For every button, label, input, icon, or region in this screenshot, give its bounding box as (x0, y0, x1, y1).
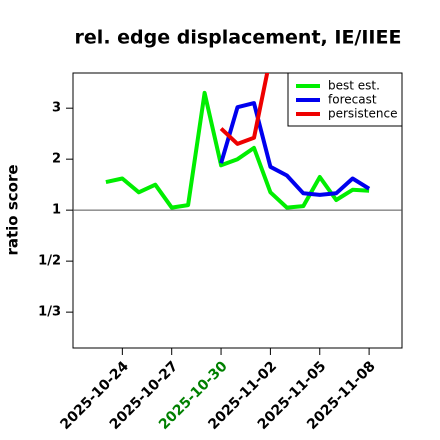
series-line (219, 101, 371, 197)
y-tick-label: 1/3 (38, 305, 61, 320)
y-tick-label: 1 (52, 203, 61, 218)
chart-title: rel. edge displacement, IE/IIEE (75, 27, 402, 49)
y-tick-label: 3 (52, 101, 61, 116)
legend-label: persistence (328, 107, 397, 121)
legend-label: best est. (328, 79, 380, 93)
legend-label: forecast (328, 93, 377, 107)
series-line (105, 90, 370, 210)
y-tick-label: 1/2 (38, 254, 61, 269)
y-axis-label: ratio score (4, 164, 22, 255)
series-line (219, 73, 270, 146)
y-tick-label: 2 (52, 152, 61, 167)
plot-area (105, 73, 371, 210)
